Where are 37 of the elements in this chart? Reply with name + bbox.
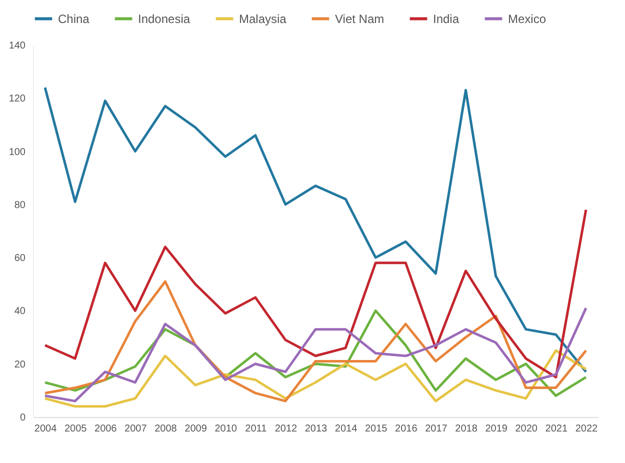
x-tick-label: 2010 [214,424,238,434]
x-tick-label: 2017 [425,424,448,434]
x-tick-label: 2013 [304,424,328,434]
x-tick-label: 2012 [274,424,298,434]
line-series [44,208,588,378]
y-tick-label: 60 [14,253,26,264]
x-tick-label: 2008 [154,424,178,434]
line-series [44,86,588,374]
x-tick-label: 2007 [124,424,148,434]
x-tick-label: 2021 [545,424,568,434]
line-series [44,349,588,408]
y-tick-label: 80 [14,200,26,211]
x-tick-label: 2022 [575,424,598,434]
x-tick-label: 2004 [34,424,58,434]
x-tick-label: 2014 [334,424,358,434]
y-tick-label: 120 [8,94,26,105]
y-tick-label: 20 [14,359,26,370]
y-tick-label: 40 [14,306,26,318]
legend-label: Indonesia [138,12,190,26]
line-series [44,280,588,402]
legend-label: India [433,12,460,26]
x-tick-label: 2015 [364,424,388,434]
legend-label: Malaysia [239,12,287,26]
x-tick-label: 2016 [395,424,418,434]
x-tick-label: 2018 [455,424,478,434]
x-tick-label: 2019 [485,424,508,434]
legend-label: Viet Nam [335,12,384,26]
x-tick-label: 2020 [515,424,538,434]
y-tick-label: 0 [20,412,26,424]
y-tick-label: 140 [8,40,26,52]
x-tick-label: 2011 [245,424,268,434]
legend-label: Mexico [508,12,546,26]
x-tick-label: 2009 [184,424,208,434]
x-tick-label: 2006 [94,424,118,434]
y-tick-label: 100 [8,146,26,158]
legend-label: China [58,12,90,26]
x-tick-label: 2005 [64,424,88,434]
